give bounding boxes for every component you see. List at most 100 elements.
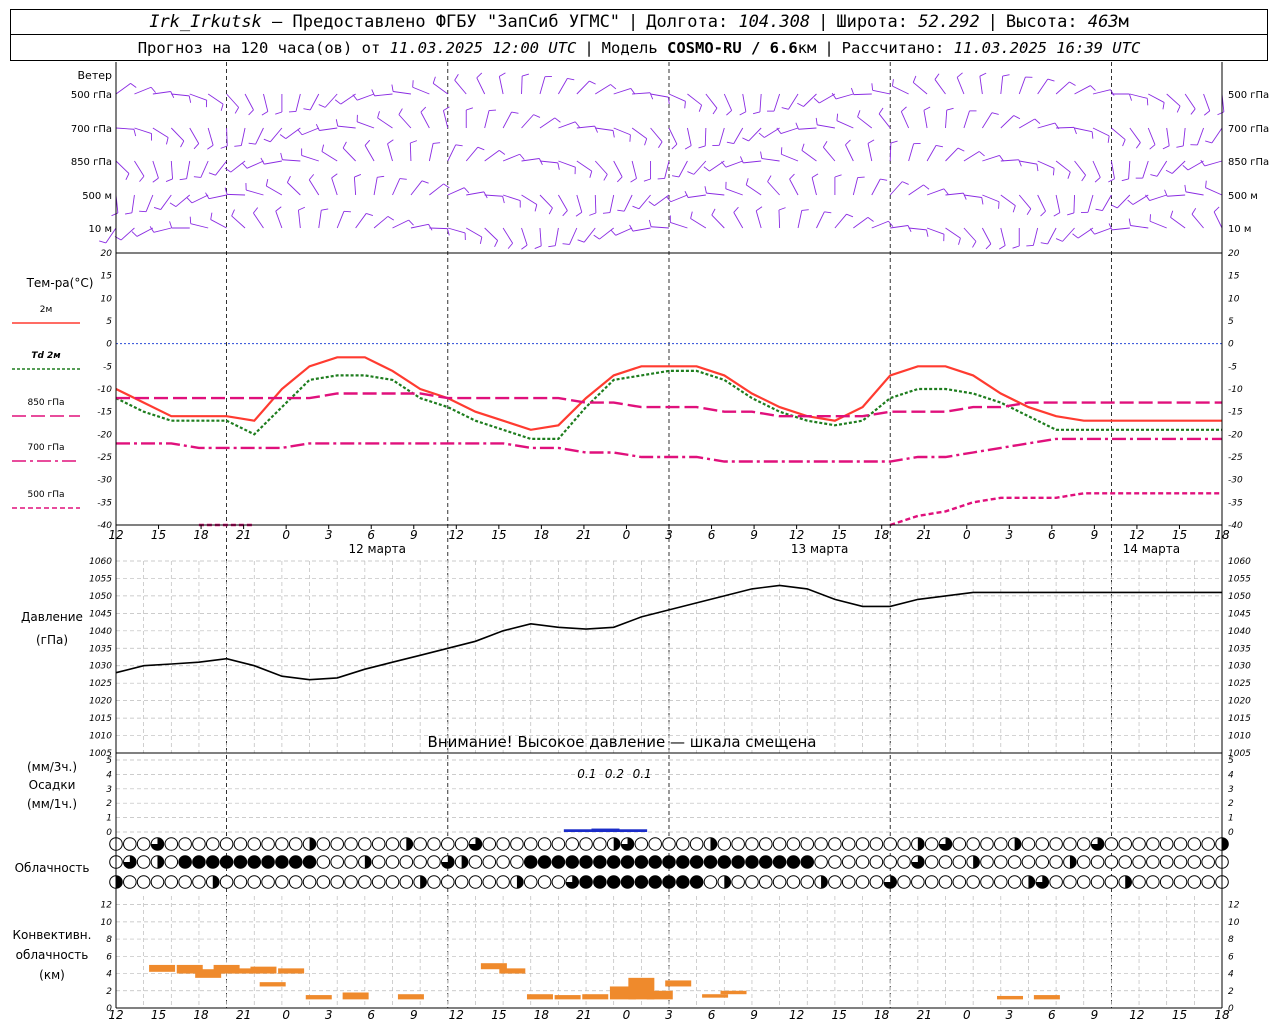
wind-barb <box>1092 127 1110 137</box>
wind-barb-feather <box>742 137 749 142</box>
wind-barb-feather <box>703 166 710 172</box>
wind-barb <box>836 120 854 129</box>
temp-ytick-left: -20 <box>97 430 112 440</box>
wind-barb <box>558 194 568 211</box>
temp-ytick-left: -35 <box>97 498 112 508</box>
wind-barb-feather <box>1094 177 1101 183</box>
precip-annotation: 0.1 <box>633 767 652 781</box>
wind-barb <box>432 83 449 95</box>
cloud-circle <box>482 855 497 869</box>
wind-barb <box>1000 227 1006 246</box>
wind-barb <box>392 178 401 196</box>
pressure-ytick-right: 1035 <box>1228 644 1251 654</box>
cloud-circle <box>496 855 510 869</box>
precip-annotation: 0.1 <box>577 767 596 781</box>
wind-barb <box>686 127 692 146</box>
wind-barb-feather <box>1072 233 1079 239</box>
cloud-circle-fill <box>621 837 634 851</box>
pressure-ytick-left: 1055 <box>89 574 112 584</box>
wind-barb-feather <box>260 157 265 165</box>
cloud-circle <box>1049 855 1063 869</box>
wind-barb <box>1032 227 1039 246</box>
wind-barb-feather <box>499 72 506 77</box>
wind-barb <box>115 83 131 95</box>
wind-barb-feather <box>1040 210 1046 217</box>
pressure-ytick-left: 1030 <box>89 662 112 672</box>
wind-barb <box>321 151 338 162</box>
wind-barb <box>781 153 799 162</box>
wind-barb <box>1087 194 1094 213</box>
wind-barb-feather <box>878 107 884 115</box>
wind-barb <box>558 160 576 168</box>
wind-barb <box>664 160 670 179</box>
wind-barb-feather <box>398 108 403 115</box>
wind-barb <box>309 93 320 111</box>
wind-barb <box>1055 81 1070 95</box>
wind-barb-feather <box>130 83 137 88</box>
wind-barb-feather <box>511 111 519 114</box>
wind-barb <box>650 127 663 143</box>
wind-barb-feather <box>443 106 450 111</box>
cloud-circle <box>537 875 552 889</box>
wind-barb-feather <box>318 104 326 108</box>
precip-ytick-left: 2 <box>106 799 112 809</box>
cloud-circle <box>593 855 607 869</box>
wind-barb-feather <box>617 209 625 212</box>
cloud-circle <box>192 855 206 869</box>
wind-barb-feather <box>902 181 909 185</box>
cloud-circle-fill <box>613 837 620 851</box>
wind-barb-feather <box>286 176 291 183</box>
wind-barb-feather <box>193 143 200 150</box>
cloud-circle <box>275 855 289 869</box>
wind-barb <box>1204 160 1223 167</box>
temp-xtick-label: 21 <box>236 528 251 542</box>
cloud-circle <box>247 837 262 851</box>
cloud-circle <box>496 837 510 851</box>
conv-ytick-right: 4 <box>1228 970 1234 980</box>
temp-legend-label: Td 2м <box>31 351 61 361</box>
wind-barb <box>454 79 467 95</box>
wind-barb <box>319 127 338 131</box>
wind-barb <box>484 110 490 129</box>
cloud-circle <box>814 855 828 869</box>
wind-barb <box>263 93 269 112</box>
wind-barb <box>1128 160 1131 179</box>
cloud-circle <box>1090 855 1105 869</box>
wind-barb <box>230 160 246 173</box>
pressure-ytick-right: 1010 <box>1228 732 1251 742</box>
wind-barb <box>1205 187 1223 196</box>
wind-barb <box>687 194 706 198</box>
wind-barb-feather <box>1081 174 1086 182</box>
cloud-circle <box>966 837 980 851</box>
wind-barb <box>1184 93 1196 110</box>
wind-barb <box>160 194 172 210</box>
wind-barb <box>145 194 154 212</box>
wind-barb-feather <box>463 187 470 194</box>
wind-barb <box>120 227 135 241</box>
cloud-circle <box>952 837 967 851</box>
wind-barb-feather <box>220 103 224 111</box>
wind-barb <box>336 211 345 229</box>
wind-barb-feather <box>981 197 984 205</box>
wind-barb-feather <box>1203 110 1211 116</box>
wind-barb <box>569 227 578 245</box>
cloud-circle <box>1159 855 1174 869</box>
wind-barb <box>484 150 500 162</box>
wind-barb-feather <box>1128 93 1132 101</box>
wind-barb <box>576 194 583 213</box>
wind-barb-feather <box>721 161 727 168</box>
wind-barb-feather <box>297 129 303 136</box>
cloud-circle <box>1146 855 1160 869</box>
cloud-circle <box>385 837 400 851</box>
pressure-notice: Внимание! Высокое давление — шкала смеще… <box>428 733 817 751</box>
wind-barb <box>498 76 504 95</box>
wind-barb-feather <box>479 236 483 244</box>
wind-barb <box>134 160 145 177</box>
cloud-circle <box>1201 837 1215 851</box>
temp-xtick-label: 3 <box>325 528 333 542</box>
cloud-circle <box>468 875 483 889</box>
wind-barb <box>963 110 970 129</box>
wind-barb <box>650 93 669 98</box>
temp-xtick-label: 18 <box>874 528 890 542</box>
wind-barb <box>208 194 227 200</box>
